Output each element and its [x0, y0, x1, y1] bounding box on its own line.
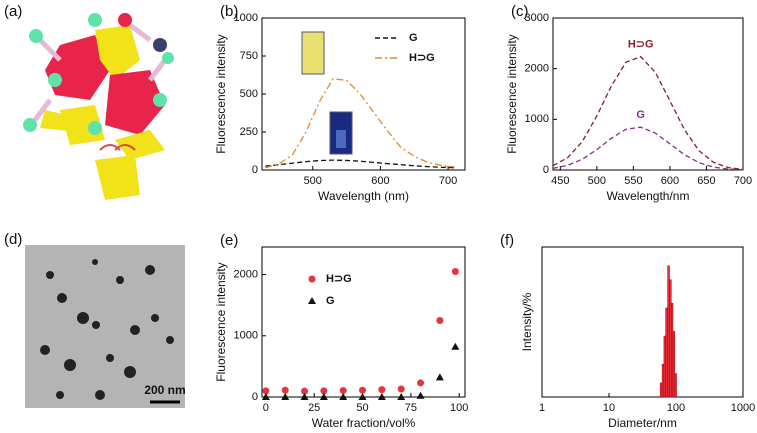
molecule-illustration	[23, 13, 174, 200]
bar	[663, 335, 666, 398]
x-tick-label: 500	[588, 175, 606, 187]
point	[301, 387, 309, 395]
x-tick-label: 700	[734, 175, 752, 187]
point	[339, 393, 348, 400]
point	[397, 393, 406, 400]
y-axis-label: Intensity/%	[520, 292, 534, 351]
series-line	[552, 126, 744, 171]
legend-label: H⊃G	[326, 273, 352, 285]
x-tick-label: 100	[450, 402, 468, 414]
y-axis-label: Fluorescence intensity	[214, 262, 228, 381]
legend-swatch	[308, 275, 316, 283]
x-tick-label: 0	[263, 402, 269, 414]
bar	[672, 331, 676, 398]
bar	[659, 382, 663, 398]
y-tick-label: 250	[240, 126, 258, 138]
point	[417, 379, 425, 387]
x-tick-label: 10	[603, 402, 615, 414]
x-tick-label: 100	[667, 402, 685, 414]
point	[451, 342, 460, 350]
bar	[674, 373, 677, 398]
x-tick-label: 550	[624, 175, 642, 187]
x-tick-label: 450	[551, 175, 569, 187]
panel-label: (c)	[511, 3, 529, 20]
point	[377, 393, 386, 400]
plot-frame	[261, 17, 466, 171]
y-tick-label: 1000	[234, 330, 258, 342]
y-tick-label: 2000	[525, 63, 549, 75]
y-axis-label: Fluorescence intensity	[214, 34, 228, 153]
point	[262, 387, 270, 395]
panel-label: (a)	[4, 3, 22, 20]
y-axis-label: Fluorescence intensity	[505, 34, 519, 153]
panel-label: (d)	[4, 231, 22, 248]
bar	[665, 307, 668, 398]
x-tick-label: 50	[356, 402, 368, 414]
series-line	[265, 78, 455, 169]
x-axis-label: Diameter/nm	[608, 416, 677, 428]
point	[435, 373, 444, 381]
plot-frame	[261, 246, 466, 398]
x-tick-label: 600	[371, 175, 389, 187]
y-tick-label: 0	[252, 164, 258, 176]
legend-label: G	[409, 32, 418, 44]
y-tick-label: 750	[240, 50, 258, 62]
x-tick-label: 500	[304, 175, 322, 187]
point	[319, 393, 328, 400]
point	[281, 393, 290, 400]
y-tick-label: 0	[252, 391, 258, 403]
x-tick-label: 25	[308, 402, 320, 414]
x-tick-label: 1	[539, 402, 545, 414]
legend-label: H⊃G	[409, 52, 435, 64]
plot-frame	[541, 246, 744, 398]
y-tick-label: 2000	[234, 268, 258, 280]
point	[358, 393, 367, 400]
point	[451, 267, 459, 275]
panel-label: (b)	[220, 3, 238, 20]
point	[416, 391, 425, 399]
series-line	[552, 55, 744, 170]
x-tick-label: 600	[661, 175, 679, 187]
tem-image	[25, 245, 185, 408]
point	[300, 393, 309, 400]
panel-label: (f)	[500, 232, 514, 249]
series-label: H⊃G	[628, 39, 654, 51]
x-tick-label: 700	[439, 175, 457, 187]
y-tick-label: 500	[240, 88, 258, 100]
bar	[667, 265, 670, 398]
point	[261, 393, 270, 400]
x-axis-label: Water fraction/vol%	[312, 416, 416, 428]
y-tick-label: 0	[543, 164, 549, 176]
point	[339, 387, 347, 395]
panel-label: (e)	[220, 232, 238, 249]
y-tick-label: 3000	[525, 12, 549, 24]
x-tick-label: 1000	[731, 402, 755, 414]
legend-label: G	[326, 295, 335, 307]
x-axis-label: Wavelength/nm	[607, 189, 690, 203]
y-tick-label: 1000	[525, 113, 549, 125]
point	[281, 386, 289, 394]
bar	[661, 363, 665, 398]
x-tick-label: 650	[697, 175, 715, 187]
x-axis-label: Wavelength (nm)	[318, 189, 409, 203]
point	[397, 385, 405, 393]
legend-swatch	[308, 297, 316, 304]
point	[359, 386, 367, 394]
point	[436, 316, 444, 324]
point	[378, 386, 386, 394]
vial-inset	[301, 31, 353, 155]
x-tick-label: 75	[405, 402, 417, 414]
bar	[669, 279, 672, 398]
plot-frame	[552, 17, 744, 171]
scale-bar-label: 200 nm	[144, 383, 185, 397]
y-tick-label: 1000	[234, 12, 258, 24]
point	[320, 387, 328, 395]
series-label: G	[636, 109, 645, 121]
